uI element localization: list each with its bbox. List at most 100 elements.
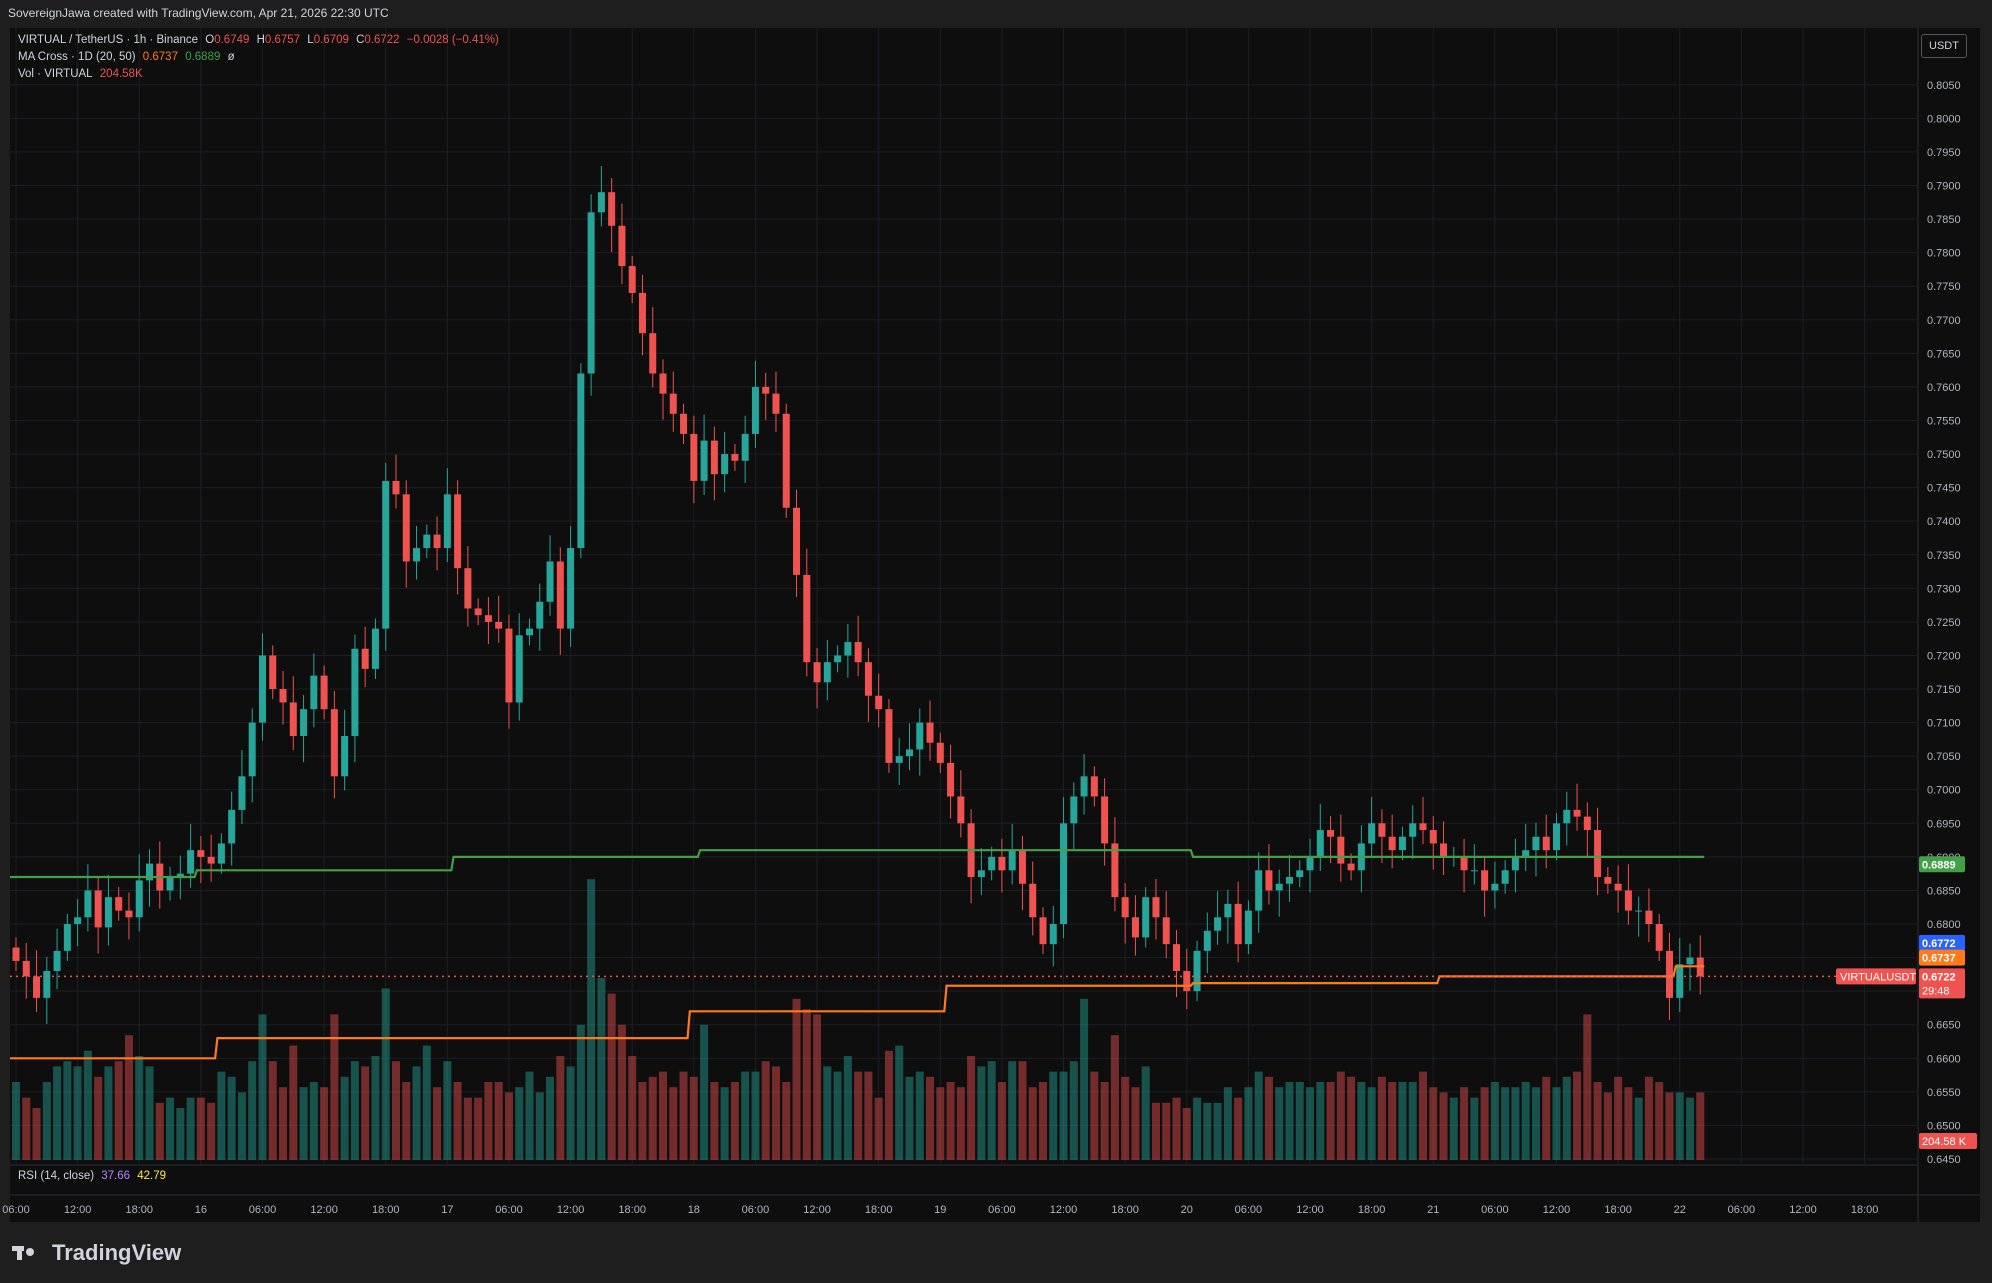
volume-bar <box>1306 1087 1315 1160</box>
volume-bar <box>237 1092 246 1160</box>
symbol-price-label: VIRTUALUSDT <box>1840 971 1916 983</box>
candle-body <box>84 890 92 918</box>
last-price-label: 0.6722 <box>1922 971 1956 983</box>
candle-body <box>895 756 903 763</box>
volume-bar <box>1254 1071 1263 1160</box>
time-tick-label: 12:00 <box>1543 1204 1571 1216</box>
time-tick-label: 18:00 <box>125 1204 153 1216</box>
volume-bar <box>813 1014 822 1160</box>
volume-bar <box>1059 1071 1068 1160</box>
candle-body <box>361 648 369 669</box>
symbol-legend: VIRTUAL / TetherUS · 1h · Binance O0.674… <box>18 34 503 46</box>
candle-body <box>289 702 297 737</box>
time-tick-label: 06:00 <box>742 1204 770 1216</box>
price-tick-label: 0.6550 <box>1927 1087 1961 1099</box>
volume-bar <box>422 1045 431 1160</box>
candle-body <box>782 413 790 508</box>
price-tick-label: 0.7400 <box>1927 516 1961 528</box>
candle-body <box>669 393 677 414</box>
candle-body <box>1368 823 1376 844</box>
volume-bar <box>1069 1061 1078 1160</box>
candle-body <box>1481 870 1489 891</box>
candle-body <box>556 561 564 629</box>
volume-bar <box>1696 1092 1705 1160</box>
candle-body <box>279 689 287 703</box>
ma-value-long: 0.6889 <box>185 51 221 63</box>
volume-bar <box>63 1061 72 1160</box>
time-tick-label: 06:00 <box>495 1204 523 1216</box>
volume-bar <box>1182 1108 1191 1160</box>
volume-bar <box>299 1087 308 1160</box>
candle-body <box>813 662 821 683</box>
volume-bar <box>638 1082 647 1160</box>
volume-bar <box>884 1050 893 1160</box>
volume-bar <box>1552 1087 1561 1160</box>
volume-bar <box>22 1097 31 1160</box>
volume-bar <box>720 1087 729 1160</box>
volume-bar <box>597 978 606 1160</box>
price-tick-label: 0.7600 <box>1927 382 1961 394</box>
candle-body <box>454 494 462 569</box>
volume-bar <box>741 1071 750 1160</box>
volume-bar <box>1603 1092 1612 1160</box>
candle-body <box>413 548 421 562</box>
volume-bar <box>782 1082 791 1160</box>
volume-bar <box>12 1082 20 1160</box>
price-tick-label: 0.7650 <box>1927 348 1961 360</box>
last-price-label-bg <box>1919 968 1965 999</box>
candle-body <box>187 850 195 874</box>
volume-bar <box>217 1071 226 1160</box>
candle-body <box>1429 830 1437 844</box>
candle-body <box>690 433 698 481</box>
candle-body <box>823 662 831 683</box>
volume-bar <box>617 1024 626 1160</box>
candle-body <box>659 373 667 394</box>
volume-bar <box>936 1087 945 1160</box>
volume-bar <box>83 1050 92 1160</box>
volume-bar <box>771 1066 780 1160</box>
price-tick-label: 0.7900 <box>1927 180 1961 192</box>
candle-body <box>638 292 646 334</box>
currency-badge[interactable]: USDT <box>1921 34 1967 58</box>
volume-bar <box>1480 1087 1489 1160</box>
volume-bar <box>361 1066 370 1160</box>
candle-body <box>741 433 749 461</box>
candle-body <box>146 863 154 881</box>
price-tick-label: 0.7850 <box>1927 214 1961 226</box>
price-tick-label: 0.7550 <box>1927 415 1961 427</box>
candle-body <box>1460 856 1468 871</box>
volume-bar <box>1418 1071 1427 1160</box>
volume-bar <box>371 1056 380 1160</box>
volume-bar <box>1141 1066 1150 1160</box>
volume-bar <box>997 1082 1006 1160</box>
candle-body <box>916 722 924 750</box>
candle-body <box>1162 917 1170 945</box>
candle-body <box>1676 964 1684 998</box>
volume-bar <box>1316 1082 1325 1160</box>
volume-bar <box>1470 1097 1479 1160</box>
candle-body <box>680 413 688 434</box>
time-tick-label: 06:00 <box>988 1204 1016 1216</box>
volume-bar <box>391 1061 400 1160</box>
volume-bar <box>1408 1082 1417 1160</box>
candle-body <box>1553 823 1560 851</box>
candle-body <box>197 850 205 857</box>
candle-body <box>577 373 585 549</box>
candle-body <box>1522 850 1530 857</box>
volume-bar <box>1234 1097 1243 1160</box>
volume-bar <box>854 1071 863 1160</box>
volume-bar <box>864 1071 873 1160</box>
candle-body <box>864 662 872 696</box>
volume-bar <box>1203 1102 1212 1160</box>
time-tick-label: 18:00 <box>372 1204 400 1216</box>
volume-bar <box>895 1045 904 1160</box>
volume-bar <box>412 1066 421 1160</box>
candle-body <box>207 856 215 864</box>
ma-suffix: ø <box>227 51 235 63</box>
rsi-value-1: 37.66 <box>101 1170 131 1182</box>
candle-body <box>484 615 492 622</box>
candle-body <box>1440 843 1448 857</box>
volume-bar <box>350 1061 359 1160</box>
candle-body <box>1645 910 1653 925</box>
